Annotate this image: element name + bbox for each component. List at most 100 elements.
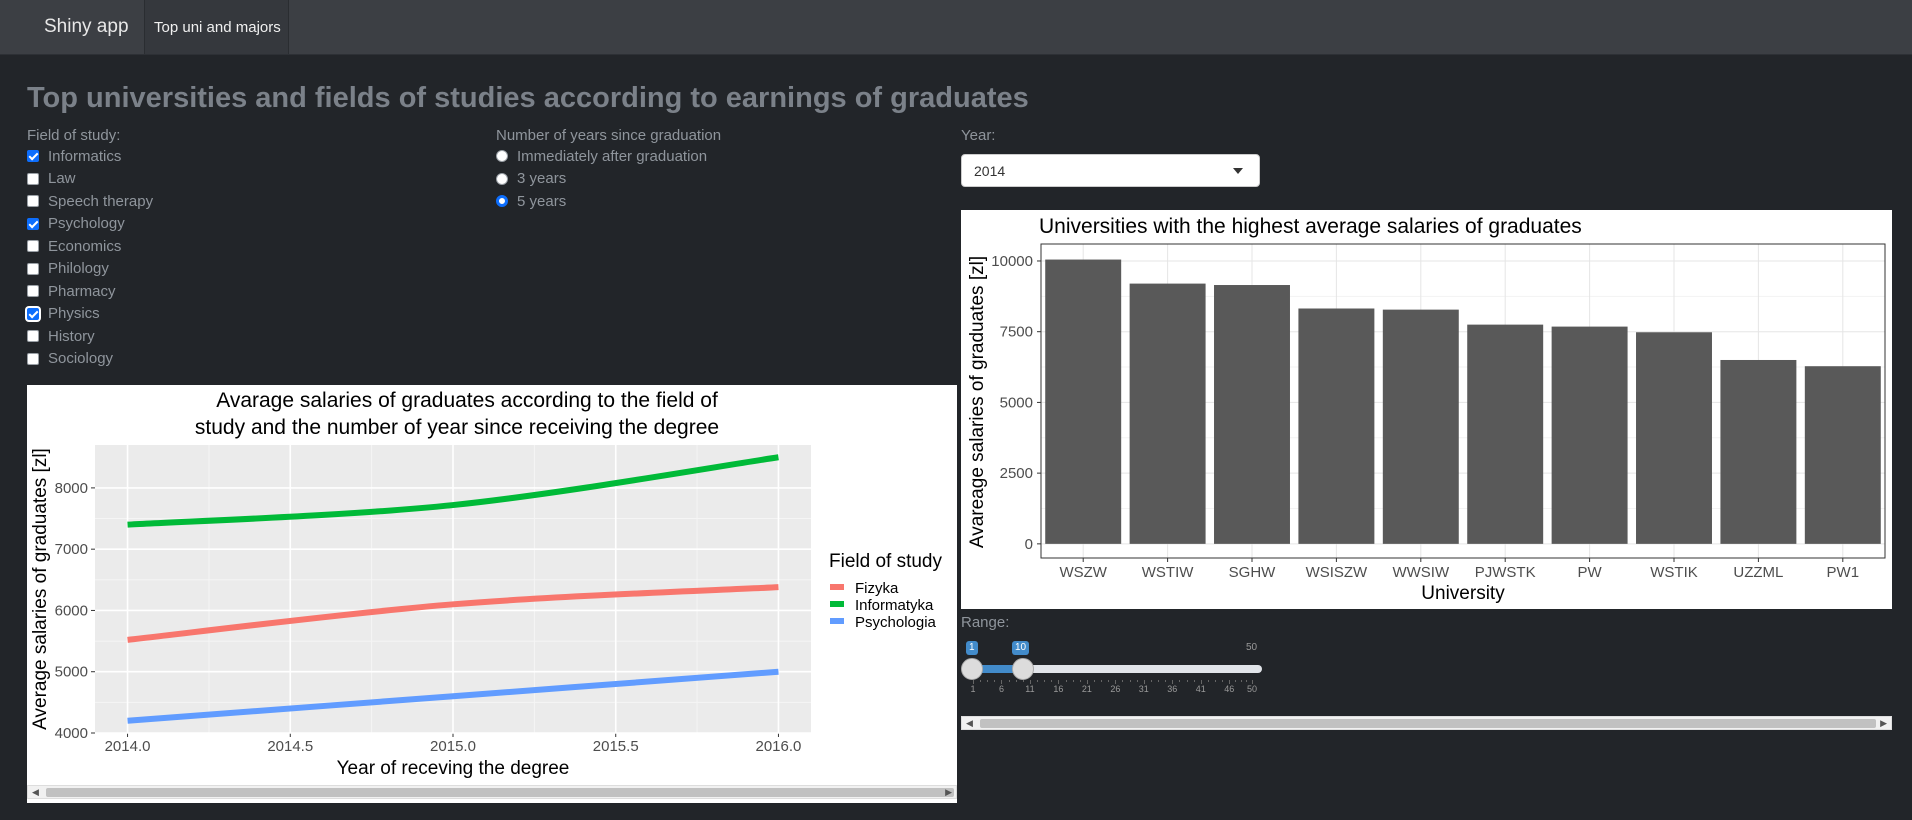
y-tick-label: 6000 <box>55 602 88 619</box>
legend-label-informatyka: Informatyka <box>855 597 934 614</box>
checkbox[interactable] <box>27 172 39 185</box>
scroll-right-icon[interactable]: ▶ <box>1880 718 1887 728</box>
slider-tick <box>1143 680 1145 684</box>
range-slider-track[interactable] <box>973 665 1262 673</box>
scroll-right-icon[interactable]: ▶ <box>945 787 952 797</box>
bar-pw1 <box>1804 366 1881 544</box>
app-brand[interactable]: Shiny app <box>44 16 129 37</box>
x-tick-label: WSZW <box>1059 564 1107 581</box>
checkbox[interactable] <box>27 240 39 252</box>
checkbox[interactable] <box>27 150 39 162</box>
slider-tick <box>1252 680 1253 684</box>
field-of-study-option[interactable]: Philology <box>27 259 109 279</box>
radio-button[interactable] <box>496 195 508 207</box>
field-of-study-option[interactable]: Law <box>27 169 76 189</box>
checkbox[interactable] <box>27 307 39 320</box>
y-axis-label: Avareage salaries of graduates [zl] <box>967 256 988 548</box>
bar-wstiw <box>1129 283 1206 544</box>
page-title: Top universities and fields of studies a… <box>27 82 1029 114</box>
checkbox[interactable] <box>27 352 39 365</box>
y-tick-label: 2500 <box>1000 465 1033 482</box>
field-of-study-option[interactable]: Informatics <box>27 146 121 166</box>
slider-tick <box>1229 680 1231 684</box>
field-of-study-option-label: Speech therapy <box>48 192 154 210</box>
x-tick-label: 2014.0 <box>105 738 151 755</box>
years-since-graduation-option[interactable]: 5 years <box>496 191 566 211</box>
chart-title: Universities with the highest average sa… <box>1039 215 1582 238</box>
field-of-study-option[interactable]: Physics <box>27 304 100 324</box>
scrollbar-thumb[interactable] <box>980 719 1876 728</box>
line-chart: 2014.0 2014.5 2015.0 2015.5 2016.0 4000 5000 60… <box>30 389 942 779</box>
line-chart-panel: 2014.0 2014.5 2015.0 2015.5 2016.0 4000 5000 60… <box>27 385 957 803</box>
slider-tick-label: 21 <box>1081 684 1092 694</box>
field-of-study-option[interactable]: Economics <box>27 236 121 256</box>
field-of-study-label: Field of study: <box>27 127 121 144</box>
field-of-study-option[interactable]: Psychology <box>27 214 125 234</box>
field-of-study-option[interactable]: Speech therapy <box>27 191 153 211</box>
slider-tick-label: 31 <box>1138 684 1149 694</box>
tab-label: Top uni and majors <box>154 19 281 36</box>
year-select[interactable]: 2014 <box>961 154 1260 187</box>
years-since-graduation-option[interactable]: Immediately after graduation <box>496 146 707 166</box>
bar-uzzml <box>1720 359 1797 544</box>
year-label: Year: <box>961 127 996 144</box>
x-tick-label: PJWSTK <box>1475 564 1536 581</box>
slider-minor-tick <box>1165 680 1167 682</box>
bar-pw <box>1551 326 1628 544</box>
slider-minor-tick <box>1037 680 1039 682</box>
range-slider-to-handle[interactable] <box>1012 658 1034 680</box>
scroll-left-icon[interactable]: ◀ <box>966 718 973 728</box>
tab-top-uni-and-majors[interactable]: Top uni and majors <box>144 0 289 54</box>
checkbox[interactable] <box>27 217 39 230</box>
y-tick-label: 4000 <box>55 725 88 742</box>
slider-minor-tick <box>1150 680 1152 682</box>
bar-wstik <box>1636 332 1712 544</box>
slider-minor-tick <box>1246 680 1248 682</box>
slider-minor-tick <box>1234 680 1236 682</box>
scrollbar-thumb[interactable] <box>46 788 954 797</box>
slider-tick-label: 11 <box>1025 684 1035 694</box>
range-to-value: 10 <box>1012 641 1030 655</box>
checkbox[interactable] <box>27 195 39 207</box>
slider-tick-label: 41 <box>1195 684 1206 694</box>
slider-minor-tick <box>1015 680 1017 682</box>
slider-minor-tick <box>1136 680 1138 682</box>
slider-minor-tick <box>1044 680 1046 682</box>
radio-button[interactable] <box>496 172 508 185</box>
checkbox[interactable] <box>27 285 39 297</box>
scroll-left-icon[interactable]: ◀ <box>32 787 39 797</box>
slider-minor-tick <box>1093 680 1095 682</box>
field-of-study-option-label: Law <box>48 170 76 187</box>
field-of-study-option[interactable]: Pharmacy <box>27 281 116 301</box>
bar-chart-scrollbar[interactable]: ◀ ▶ <box>961 716 1892 730</box>
x-tick-label: UZZML <box>1733 564 1783 581</box>
legend-label-fizyka: Fizyka <box>855 580 899 597</box>
line-chart-scrollbar[interactable]: ◀ ▶ <box>27 785 957 799</box>
legend-key-psychologia <box>830 618 844 624</box>
slider-minor-tick <box>1193 680 1195 682</box>
slider-minor-tick <box>1122 680 1124 682</box>
x-tick-label: 2014.5 <box>267 738 313 755</box>
radio-button[interactable] <box>496 150 508 162</box>
slider-minor-tick <box>994 680 996 682</box>
checkbox[interactable] <box>27 262 39 275</box>
y-tick-label: 10000 <box>991 253 1033 270</box>
y-axis-label: Average salaries of graduates [zl] <box>30 448 51 730</box>
field-of-study-option[interactable]: Sociology <box>27 349 113 369</box>
plot-border <box>1040 243 1886 559</box>
field-of-study-option[interactable]: History <box>27 326 95 346</box>
checkbox[interactable] <box>27 330 39 342</box>
y-tick-label: 5000 <box>1000 394 1033 411</box>
x-tick-label: PW1 <box>1827 564 1860 581</box>
slider-tick-label: 50 <box>1246 684 1258 694</box>
slider-tick-label: 6 <box>998 684 1004 694</box>
range-slider-selection[interactable] <box>973 665 1023 673</box>
year-select-value: 2014 <box>974 163 1006 179</box>
slider-minor-tick <box>1079 680 1081 682</box>
range-slider-from-handle[interactable] <box>961 658 983 680</box>
years-since-graduation-option[interactable]: 3 years <box>496 169 566 189</box>
x-tick-label: WSTIW <box>1142 564 1194 581</box>
bar-chart-panel: 0 2500 5000 7500 10000 WSZW WSTIW SGHW WSISZW WWS… <box>961 210 1892 609</box>
bar-chart: 0 2500 5000 7500 10000 WSZW WSTIW SGHW WSISZW WWS… <box>967 215 1886 604</box>
years-since-graduation-option-label: 5 years <box>517 192 567 210</box>
